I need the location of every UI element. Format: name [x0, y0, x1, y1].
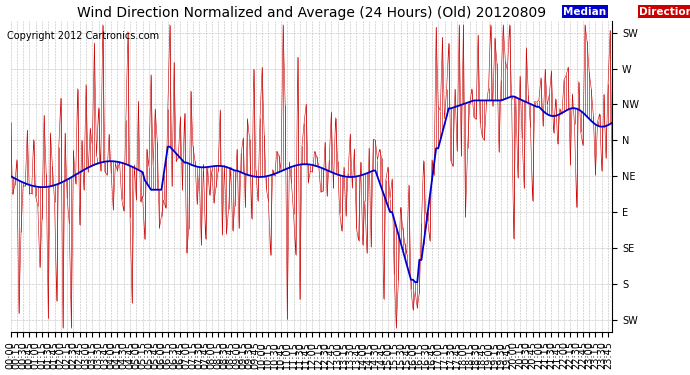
Text: Copyright 2012 Cartronics.com: Copyright 2012 Cartronics.com	[7, 32, 159, 41]
Text: Direction: Direction	[640, 7, 690, 17]
Text: Median: Median	[563, 7, 607, 17]
Title: Wind Direction Normalized and Average (24 Hours) (Old) 20120809: Wind Direction Normalized and Average (2…	[77, 6, 546, 20]
